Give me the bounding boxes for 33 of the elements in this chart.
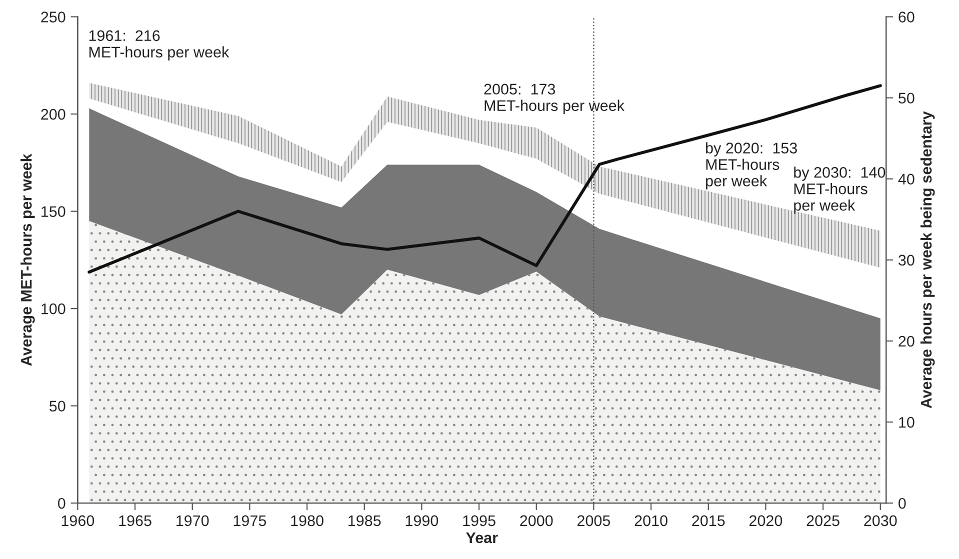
annotation: 1961: 216 MET-hours per week — [89, 30, 230, 61]
x-tick-label: 2020 — [749, 515, 782, 526]
y-tick-label: 150 — [42, 206, 66, 217]
y-axis-title: Average MET-hours per week — [20, 154, 35, 366]
y-tick-label: 200 — [41, 108, 66, 120]
x-tick-label: 2030 — [864, 515, 897, 526]
y2-tick-label: 60 — [898, 12, 914, 22]
x-tick-label: 1975 — [234, 515, 266, 526]
y2-tick-label: 30 — [898, 254, 914, 266]
y-tick-label: 50 — [49, 400, 66, 412]
x-tick-label: 2025 — [806, 515, 840, 526]
y2-tick-label: 0 — [898, 498, 906, 509]
x-tick-label: 2005 — [577, 515, 610, 526]
y2-tick-label: 10 — [899, 416, 914, 428]
x-axis-title: Year — [466, 532, 498, 544]
x-tick-label: 1990 — [406, 515, 438, 526]
annotation: 2005: 173 MET-hours per week — [484, 84, 624, 114]
x-tick-label: 1965 — [119, 515, 152, 526]
x-tick-label: 1985 — [348, 515, 381, 526]
y2-tick-label: 20 — [898, 336, 914, 347]
x-tick-label: 1970 — [176, 515, 209, 526]
y2-axis-title: Average hours per week being sedentary — [920, 111, 935, 408]
x-tick-label: 1960 — [62, 515, 94, 526]
x-tick-label: 1980 — [291, 515, 324, 526]
y2-tick-label: 50 — [898, 92, 914, 104]
x-tick-label: 1995 — [463, 515, 496, 526]
y-tick-label: 0 — [58, 498, 66, 509]
x-tick-label: 2010 — [634, 515, 668, 526]
x-tick-label: 2000 — [520, 515, 553, 526]
y-tick-label: 100 — [42, 303, 66, 314]
y2-tick-label: 40 — [898, 174, 914, 185]
x-tick-label: 2015 — [692, 515, 725, 526]
y-tick-label: 250 — [41, 12, 66, 22]
